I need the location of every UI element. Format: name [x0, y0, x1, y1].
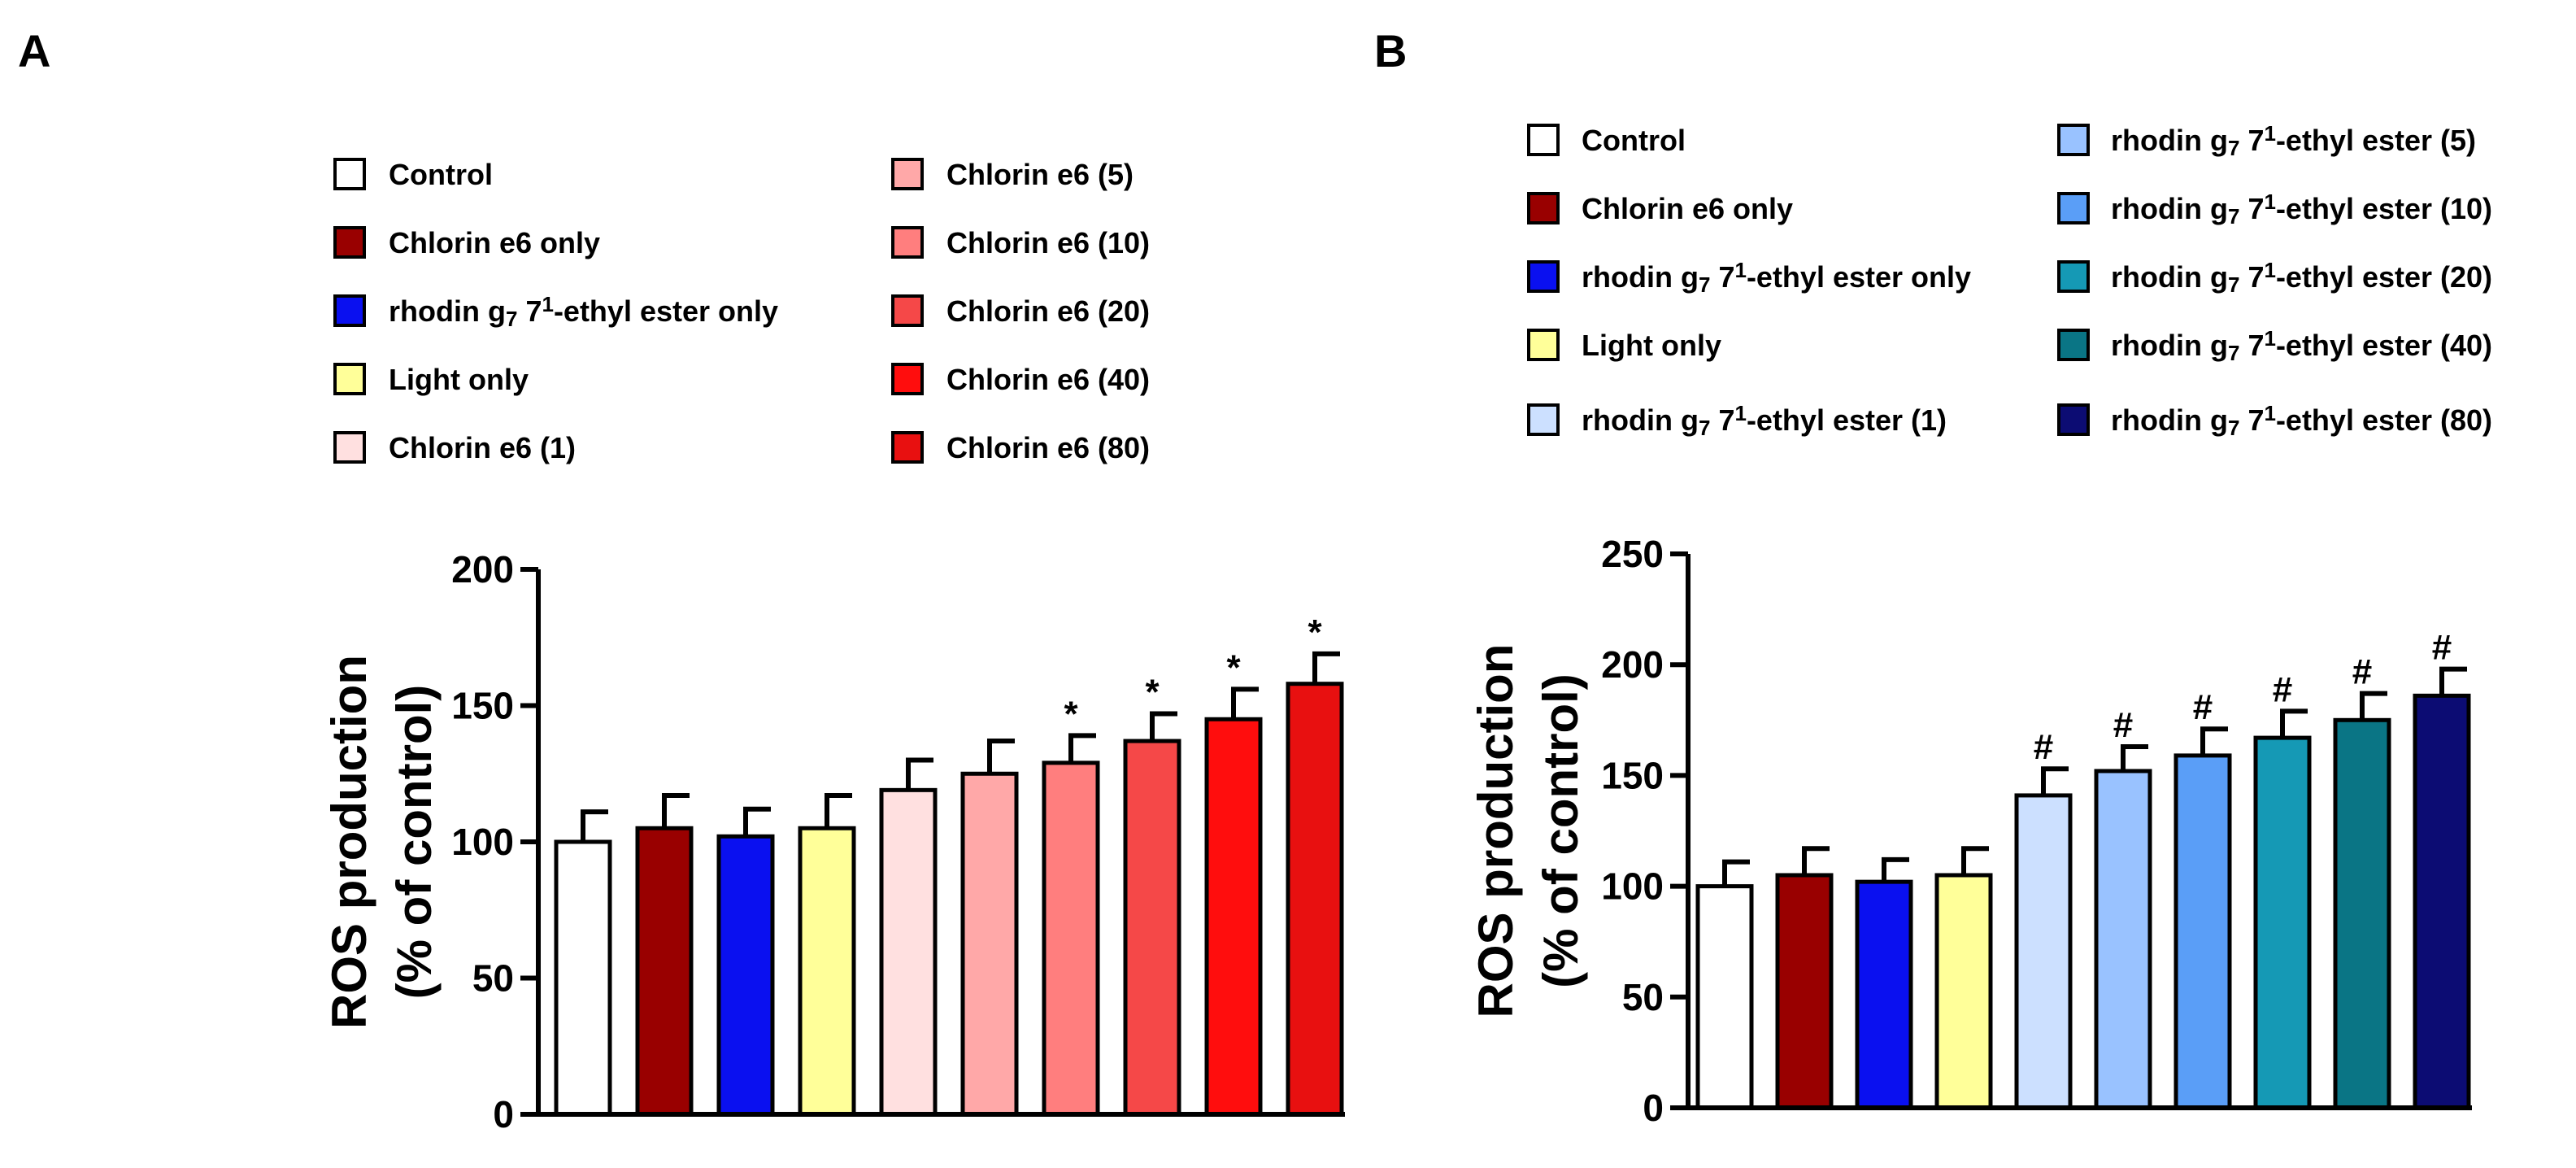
y-tick-label: 150: [1601, 754, 1664, 796]
legend-swatch: [333, 363, 366, 395]
significance-marker: *: [1226, 647, 1241, 687]
legend-swatch: [1527, 403, 1560, 436]
bar: [2014, 793, 2073, 1110]
y-axis-label: ROS production: [1469, 644, 1523, 1018]
legend-label: Control: [389, 158, 493, 191]
bar: [879, 787, 938, 1117]
significance-marker: *: [1064, 694, 1078, 734]
y-tick-label: 50: [472, 957, 514, 1000]
bar: [2253, 735, 2312, 1110]
bar: [1695, 884, 1754, 1110]
legend-label: Chlorin e6 only: [389, 226, 600, 259]
panel-label-b: B: [1374, 25, 1407, 76]
legend-swatch: [891, 226, 924, 259]
significance-marker: #: [2113, 705, 2133, 745]
legend-swatch: [2057, 403, 2090, 436]
panel-label-a: A: [18, 25, 50, 76]
bar: [1286, 682, 1344, 1117]
bar: [1204, 717, 1263, 1117]
legend-label: rhodin g7 71-ethyl ester only: [389, 292, 778, 330]
legend-label: rhodin g7 71-ethyl ester only: [1582, 258, 1971, 296]
significance-marker: #: [2432, 628, 2452, 668]
legend-label: rhodin g7 71-ethyl ester (10): [2111, 190, 2492, 228]
legend-label: Chlorin e6 (20): [946, 294, 1150, 328]
significance-marker: #: [2273, 669, 2292, 709]
legend-label: rhodin g7 71-ethyl ester (5): [2111, 121, 2476, 159]
bar: [1855, 879, 1913, 1110]
legend-swatch: [1527, 260, 1560, 293]
legend-label: rhodin g7 71-ethyl ester (40): [2111, 326, 2492, 364]
legend-swatch: [891, 363, 924, 395]
legend-label: Control: [1582, 124, 1686, 157]
significance-marker: #: [2352, 652, 2372, 692]
bar: [798, 826, 856, 1117]
legend-label: Chlorin e6 (10): [946, 226, 1150, 259]
y-tick-label: 150: [451, 685, 514, 727]
y-axis-label: (% of control): [1534, 673, 1588, 988]
legend-swatch: [333, 294, 366, 327]
y-axis-label: (% of control): [387, 685, 442, 1000]
bar: [2174, 753, 2232, 1110]
legend-swatch: [891, 294, 924, 327]
y-tick-label: 200: [451, 548, 514, 591]
y-tick-label: 200: [1601, 643, 1664, 686]
legend-label: Light only: [1582, 329, 1721, 362]
significance-marker: #: [2193, 687, 2213, 727]
bar: [1042, 761, 1100, 1117]
legend-label: Chlorin e6 (1): [389, 431, 576, 464]
legend-label: Chlorin e6 (80): [946, 431, 1150, 464]
bar: [554, 839, 612, 1117]
y-tick-label: 250: [1601, 533, 1664, 575]
legend-label: Light only: [389, 363, 529, 396]
bar: [2333, 717, 2391, 1110]
legend-swatch: [1527, 192, 1560, 224]
legend-swatch: [2057, 192, 2090, 224]
legend-label: rhodin g7 71-ethyl ester (80): [2111, 401, 2492, 439]
legend-swatch: [1527, 124, 1560, 156]
bar: [1934, 873, 1993, 1110]
y-tick-label: 100: [451, 821, 514, 863]
bar: [2094, 769, 2152, 1110]
legend-swatch: [2057, 260, 2090, 293]
legend-swatch: [891, 431, 924, 464]
panel-b-chart: Control Chlorin e6 only rhodin g7 71-ethyl…: [1469, 121, 2492, 1129]
bar: [1775, 873, 1834, 1110]
legend-swatch: [333, 431, 366, 464]
significance-marker: #: [2034, 727, 2053, 767]
significance-marker: *: [1308, 612, 1322, 652]
y-axis-label: ROS production: [322, 655, 376, 1029]
bar: [635, 826, 694, 1117]
legend-swatch: [2057, 124, 2090, 156]
legend-swatch: [1527, 329, 1560, 361]
significance-marker: *: [1145, 673, 1160, 713]
bar: [716, 834, 775, 1117]
legend-swatch: [891, 158, 924, 190]
panel-a-chart: Control Chlorin e6 only rhodin g7 71-ethyl…: [322, 158, 1345, 1135]
y-tick-label: 0: [1643, 1087, 1664, 1129]
y-tick-label: 0: [493, 1093, 514, 1135]
legend-swatch: [333, 226, 366, 259]
legend-label: Chlorin e6 (5): [946, 158, 1134, 191]
y-tick-label: 50: [1622, 976, 1664, 1018]
bar: [1123, 739, 1181, 1117]
legend-label: Chlorin e6 (40): [946, 363, 1150, 396]
y-tick-label: 100: [1601, 865, 1664, 908]
legend-swatch: [333, 158, 366, 190]
legend-swatch: [2057, 329, 2090, 361]
legend-label: rhodin g7 71-ethyl ester (1): [1582, 401, 1947, 439]
legend-label: rhodin g7 71-ethyl ester (20): [2111, 258, 2492, 296]
bar: [2413, 693, 2471, 1110]
legend-label: Chlorin e6 only: [1582, 192, 1793, 225]
bar: [960, 771, 1019, 1117]
